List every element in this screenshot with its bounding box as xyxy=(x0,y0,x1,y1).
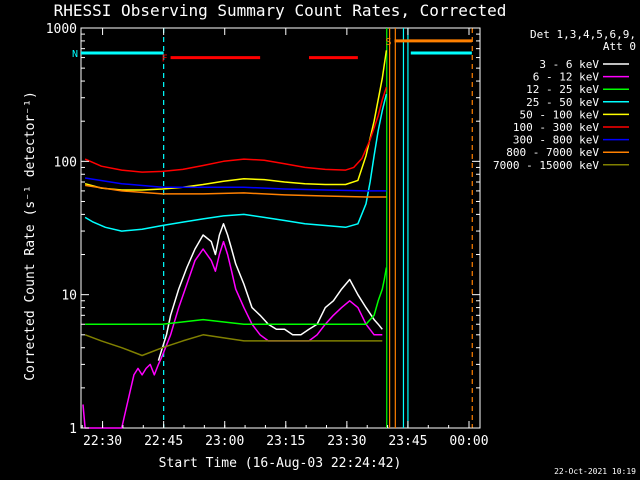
series-line xyxy=(84,184,387,198)
legend-header: Att 0 xyxy=(603,40,636,53)
x-tick-label: 23:00 xyxy=(205,434,244,449)
footer-date: 22-Oct-2021 10:19 xyxy=(554,467,636,476)
series-line xyxy=(84,50,388,191)
flag-label-S: S xyxy=(385,37,391,48)
legend-label: 3 - 6 keV xyxy=(539,58,599,71)
legend-label: 100 - 300 keV xyxy=(513,121,599,134)
series-lines xyxy=(82,50,388,429)
x-tick-label: 23:30 xyxy=(327,434,366,449)
chart-title: RHESSI Observing Summary Count Rates, Co… xyxy=(54,1,507,20)
legend-label: 300 - 800 keV xyxy=(513,134,599,147)
series-line xyxy=(157,223,383,361)
y-tick-label: 1 xyxy=(69,422,77,437)
series-line xyxy=(84,177,387,192)
series-line xyxy=(82,240,383,429)
flag-label-F: F xyxy=(162,54,168,65)
series-line xyxy=(84,93,388,232)
x-tick-label: 22:30 xyxy=(83,434,122,449)
legend-label: 12 - 25 keV xyxy=(526,83,599,96)
legend-label: 25 - 50 keV xyxy=(526,96,599,109)
flag-label-N: N xyxy=(72,49,78,60)
series-line xyxy=(84,86,388,173)
series-line xyxy=(85,267,388,325)
y-tick-label: 100 xyxy=(54,155,77,170)
legend-label: 800 - 7000 keV xyxy=(506,146,599,159)
marker-lines xyxy=(163,28,473,428)
y-tick-label: 10 xyxy=(61,289,77,304)
axes: 22:30 22:45 23:00 23:15 23:30 23:45 00:00 1 10 10… xyxy=(46,22,489,449)
legend-label: 6 - 12 keV xyxy=(533,71,600,84)
x-tick-label: 22:45 xyxy=(144,434,183,449)
y-tick-label: 1000 xyxy=(46,22,77,37)
x-tick-label: 00:00 xyxy=(449,434,488,449)
x-axis-label: Start Time (16-Aug-03 22:24:42) xyxy=(159,456,402,471)
y-axis-label: Corrected Count Rate (s⁻¹ detector⁻¹) xyxy=(23,91,38,381)
legend-label: 7000 - 15000 keV xyxy=(493,159,599,172)
plot-frame xyxy=(80,27,481,429)
legend-header: Det 1,3,4,5,6,9, xyxy=(530,28,636,41)
legend-label: 50 - 100 keV xyxy=(520,108,600,121)
x-tick-label: 23:45 xyxy=(388,434,427,449)
series-line xyxy=(84,334,383,357)
flag-bars: F N S xyxy=(72,37,472,65)
x-tick-label: 23:15 xyxy=(266,434,305,449)
